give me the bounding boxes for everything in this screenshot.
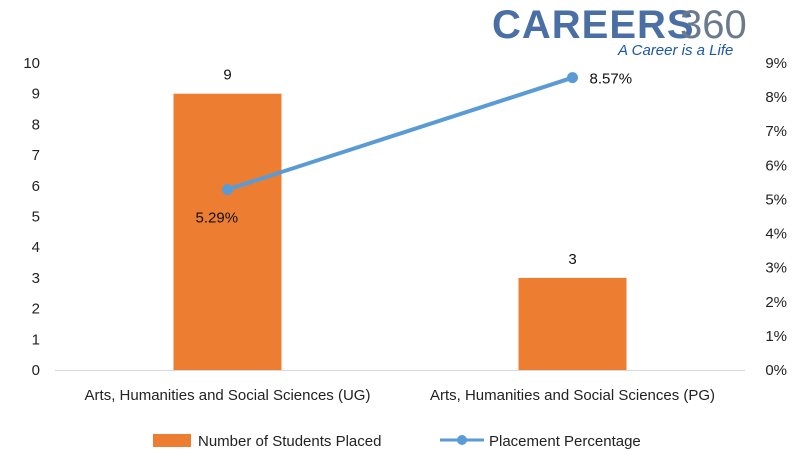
y-right-tick-label: 6% <box>765 157 787 174</box>
y-left-tick-label: 9 <box>32 86 40 103</box>
y-right-tick-label: 7% <box>765 123 787 140</box>
category-label: Arts, Humanities and Social Sciences (UG… <box>85 387 371 404</box>
line-point-0 <box>222 184 233 196</box>
y-left-tick-label: 3 <box>32 270 40 287</box>
y-right-tick-label: 2% <box>765 294 787 311</box>
line-data-labels: 5.29% 8.57% <box>196 71 633 227</box>
y-right-tick-label: 9% <box>765 55 787 72</box>
y-left-tick-label: 1 <box>32 331 40 348</box>
bar-data-label: 3 <box>568 251 576 268</box>
y-left-tick-label: 0 <box>32 362 40 379</box>
bar-data-label: 9 <box>223 67 231 84</box>
y-left-tick-label: 4 <box>32 239 40 256</box>
category-label: Arts, Humanities and Social Sciences (PG… <box>430 387 715 404</box>
bar-1 <box>518 277 627 370</box>
placement-line <box>225 75 575 192</box>
y-left-tick-label: 7 <box>32 147 40 164</box>
legend-label-bar: Number of Students Placed <box>198 433 381 450</box>
legend-label-line: Placement Percentage <box>489 433 641 450</box>
y-left-tick-label: 5 <box>32 209 40 226</box>
line-data-label: 5.29% <box>196 210 239 227</box>
y-left-tick-label: 8 <box>32 116 40 133</box>
bar-series <box>173 93 627 370</box>
y-right-tick-label: 1% <box>765 328 787 345</box>
y-right-tick-label: 8% <box>765 89 787 106</box>
legend: Number of Students Placed Placement Perc… <box>153 433 641 450</box>
x-axis-categories: Arts, Humanities and Social Sciences (UG… <box>85 387 716 404</box>
y-right-tick-label: 0% <box>765 362 787 379</box>
y-right-tick-label: 5% <box>765 191 787 208</box>
legend-marker-line <box>457 435 467 445</box>
y-right-tick-label: 3% <box>765 260 787 277</box>
line-series <box>222 72 578 196</box>
y-right-tick-label: 4% <box>765 226 787 243</box>
y-left-tick-label: 10 <box>23 55 40 72</box>
logo-tagline: A Career is a Life <box>617 42 733 59</box>
y-left-tick-label: 6 <box>32 178 40 195</box>
bar-0 <box>173 93 282 370</box>
line-data-label: 8.57% <box>590 71 633 88</box>
y-left-tick-label: 2 <box>32 301 40 318</box>
logo-word: CAREERS <box>492 3 695 47</box>
logo-number: 360 <box>680 3 747 47</box>
careers360-logo: CAREERS 360 A Career is a Life <box>492 3 747 59</box>
legend-swatch-bar <box>153 434 191 447</box>
y-axis-right: 0% 1% 2% 3% 4% 5% 6% 7% 8% 9% <box>765 55 787 379</box>
bar-data-labels: 93 <box>223 67 576 268</box>
y-axis-left: 0 1 2 3 4 5 6 7 8 9 10 <box>23 55 40 379</box>
line-point-1 <box>567 72 578 84</box>
